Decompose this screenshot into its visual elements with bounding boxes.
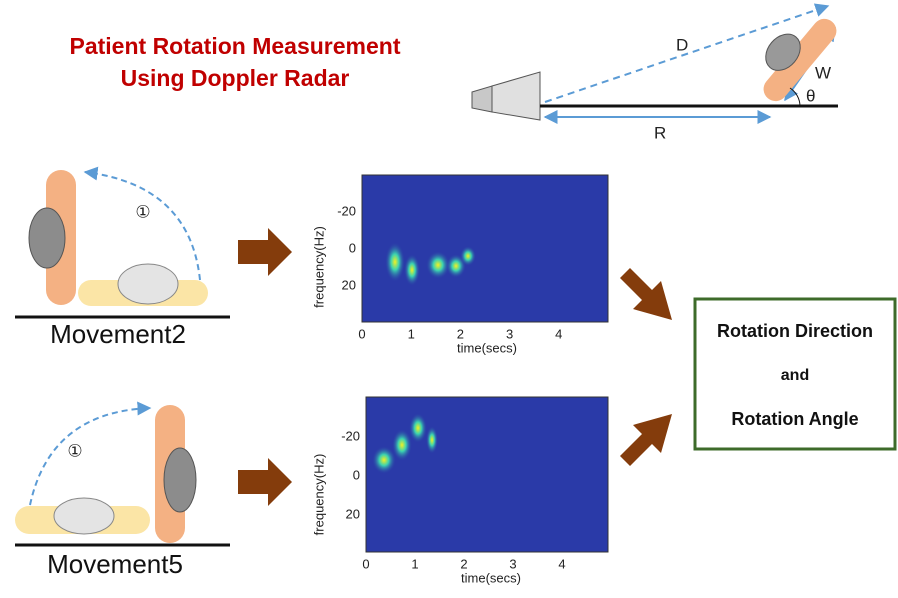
x-tick-label: 2	[457, 326, 464, 341]
y-tick-label: 20	[346, 506, 360, 521]
y-axis-label: frequency(Hz)	[311, 454, 326, 536]
x-tick-label: 3	[506, 326, 513, 341]
y-tick-label: 0	[349, 240, 356, 255]
y-tick-label: 0	[353, 467, 360, 482]
angle-label: θ	[806, 86, 815, 105]
width-label: W	[815, 63, 831, 82]
movement-figure	[15, 401, 230, 547]
result-text: Rotation Direction	[717, 321, 873, 341]
result-text: Rotation Angle	[731, 409, 858, 429]
x-tick-label: 1	[408, 326, 415, 341]
movement-figure	[15, 166, 230, 319]
title-line: Using Doppler Radar	[121, 65, 350, 91]
x-tick-label: 2	[460, 556, 467, 571]
x-tick-label: 0	[362, 556, 369, 571]
y-tick-label: 20	[342, 277, 356, 292]
x-tick-label: 3	[509, 556, 516, 571]
radar-geometry: D W R θ	[471, 3, 838, 142]
range-label: R	[654, 123, 666, 142]
spectrogram	[365, 396, 609, 553]
title-line: Patient Rotation Measurement	[70, 33, 401, 59]
x-axis-label: time(secs)	[461, 570, 521, 585]
x-axis-label: time(secs)	[457, 340, 517, 355]
x-tick-label: 4	[558, 556, 565, 571]
step-marker: ①	[135, 202, 150, 221]
result-box	[693, 297, 897, 451]
movement-label: Movement2	[50, 319, 186, 349]
result-text: and	[781, 367, 809, 384]
x-tick-label: 1	[411, 556, 418, 571]
movement-label: Movement5	[47, 549, 183, 579]
x-tick-label: 0	[358, 326, 365, 341]
spectrogram	[361, 174, 609, 323]
flow-arrows	[238, 228, 672, 506]
y-tick-label: -20	[337, 203, 356, 218]
distance-label: D	[676, 35, 688, 54]
y-axis-label: frequency(Hz)	[311, 226, 326, 308]
x-tick-label: 4	[555, 326, 562, 341]
y-tick-label: -20	[341, 428, 360, 443]
step-marker: ①	[67, 441, 82, 460]
